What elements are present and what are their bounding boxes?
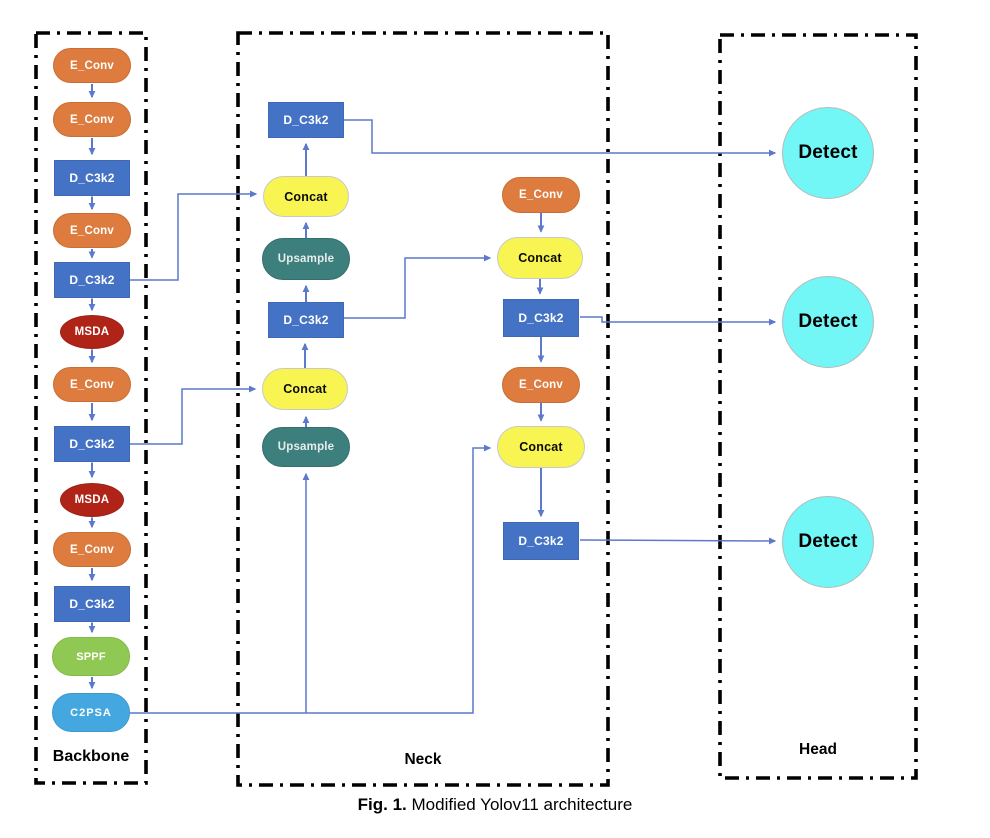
neck-right-d-c3k2-mid: D_C3k2 [503, 299, 579, 337]
figure-caption: Fig. 1. Modified Yolov11 architecture [0, 795, 990, 815]
head-detect-2: Detect [782, 276, 874, 368]
neck-left-upsample-top: Upsample [262, 238, 350, 280]
backbone-c2psa: C2PSA [52, 693, 130, 732]
neck-right-concat-top: Concat [497, 237, 583, 279]
head-box [718, 33, 918, 780]
backbone-e-conv-3: E_Conv [53, 213, 131, 248]
head-detect-3: Detect [782, 496, 874, 588]
head-detect-1: Detect [782, 107, 874, 199]
backbone-msda-2: MSDA [60, 483, 124, 517]
backbone-e-conv-1: E_Conv [53, 48, 131, 83]
backbone-label: Backbone [52, 748, 130, 765]
neck-label: Neck [404, 751, 442, 768]
neck-right-e-conv-top: E_Conv [502, 177, 580, 213]
branch-connectors [130, 119, 777, 714]
backbone-d-c3k2-1: D_C3k2 [54, 160, 130, 196]
backbone-d-c3k2-2: D_C3k2 [54, 262, 130, 298]
neck-left-d-c3k2-top: D_C3k2 [268, 102, 344, 138]
backbone-d-c3k2-4: D_C3k2 [54, 586, 130, 622]
backbone-e-conv-2: E_Conv [53, 102, 131, 137]
neck-right-chain-arrows [536, 213, 545, 518]
backbone-sppf: SPPF [52, 637, 130, 676]
neck-right-concat-bottom: Concat [497, 426, 585, 468]
backbone-e-conv-4: E_Conv [53, 367, 131, 402]
caption-figure-number: Fig. 1. [357, 795, 407, 814]
neck-left-chain-arrows [301, 142, 310, 427]
backbone-msda-1: MSDA [60, 315, 124, 349]
section-boxes [34, 31, 918, 787]
backbone-d-c3k2-3: D_C3k2 [54, 426, 130, 462]
caption-text: Modified Yolov11 architecture [406, 795, 633, 814]
head-label: Head [799, 741, 837, 758]
neck-left-concat-top: Concat [263, 176, 349, 217]
backbone-box [34, 31, 148, 785]
neck-left-concat-bottom: Concat [262, 368, 348, 410]
neck-right-d-c3k2-bottom: D_C3k2 [503, 522, 579, 560]
backbone-e-conv-5: E_Conv [53, 532, 131, 567]
neck-right-e-conv-bottom: E_Conv [502, 367, 580, 403]
neck-left-d-c3k2-mid: D_C3k2 [268, 302, 344, 338]
neck-left-upsample-bottom: Upsample [262, 427, 350, 467]
neck-box [236, 31, 610, 787]
